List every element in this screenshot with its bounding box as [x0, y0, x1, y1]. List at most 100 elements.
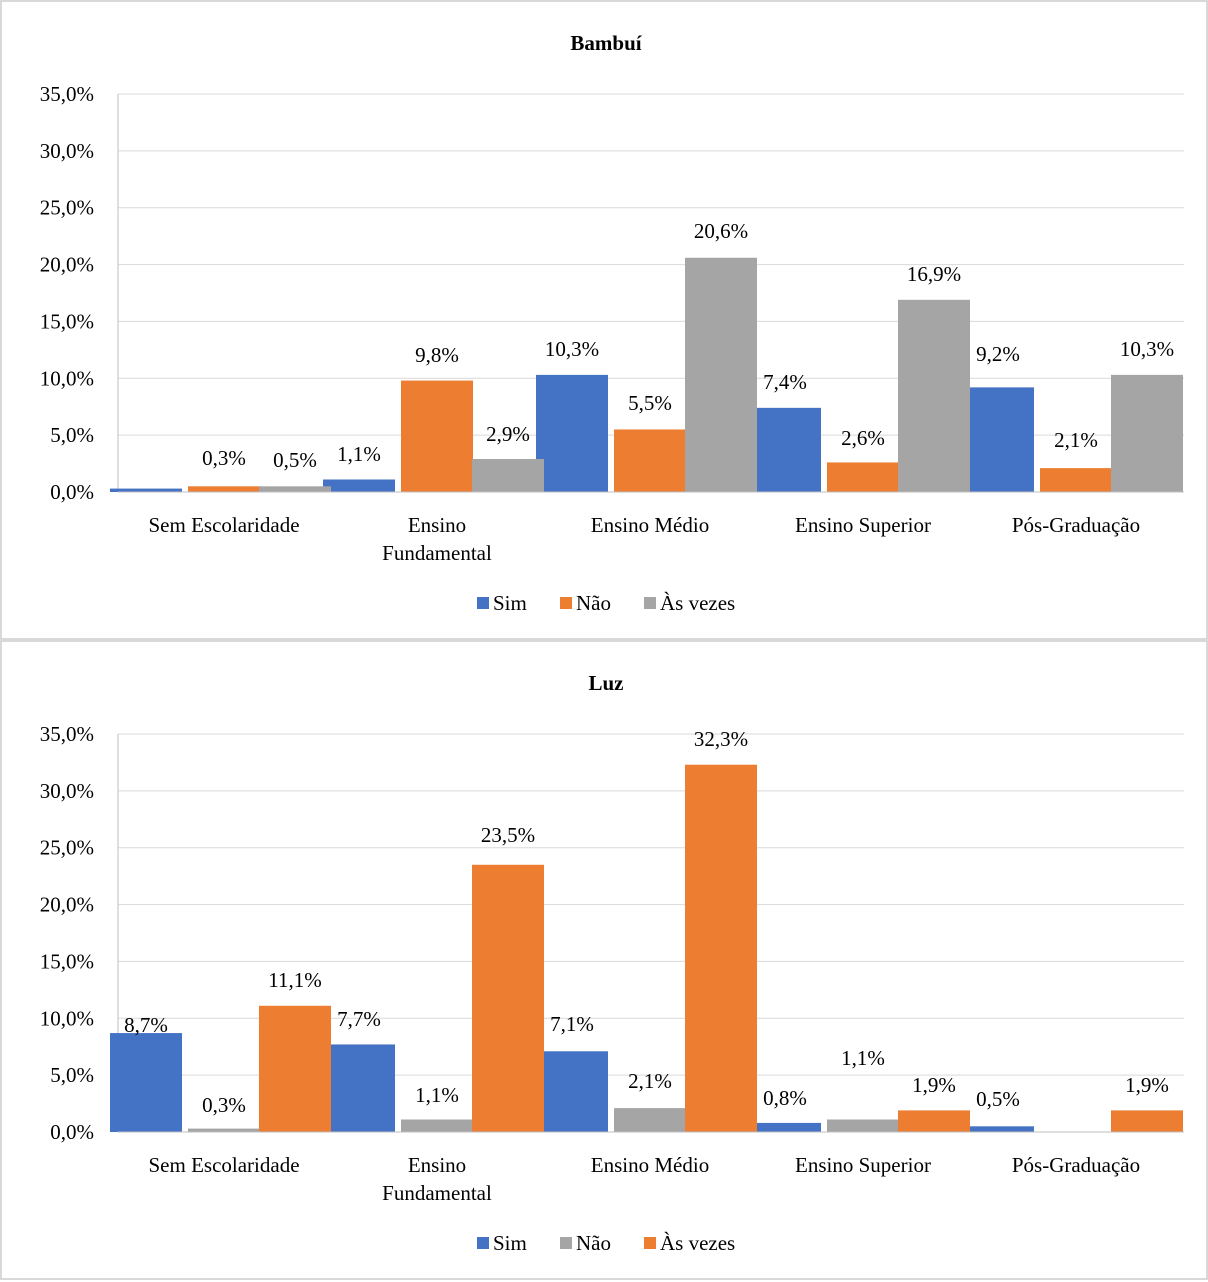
legend-swatch-2 — [644, 1237, 656, 1249]
data-label: 0,5% — [273, 448, 317, 472]
y-tick-label: 30,0% — [40, 139, 94, 163]
data-label: 2,1% — [628, 1069, 672, 1093]
chart-panel-bambui: Bambuí 0,0% 5,0% 10,0% 15,0% 20,0% 25,0% 30,0% 3… — [0, 0, 1208, 640]
x-tick-label: Ensino Superior — [795, 1153, 931, 1177]
data-label: 1,1% — [415, 1083, 459, 1107]
legend-label-0: Sim — [493, 1231, 527, 1255]
bar-bambui-1-4 — [1040, 468, 1112, 492]
chart-title-luz: Luz — [588, 671, 623, 695]
bar-chart-bambui: Bambuí 0,0% 5,0% 10,0% 15,0% 20,0% 25,0% 30,0% 3… — [40, 31, 1184, 615]
bar-luz-2-1 — [472, 864, 544, 1132]
bar-bambui-0-2 — [536, 374, 608, 492]
data-label: 0,3% — [202, 1093, 246, 1117]
bar-luz-1-1 — [401, 1119, 473, 1132]
data-label: 0,8% — [763, 1086, 807, 1110]
y-tick-label: 35,0% — [40, 722, 94, 746]
data-label: 2,1% — [1054, 428, 1098, 452]
data-label: 7,1% — [550, 1012, 594, 1036]
bar-bambui-1-3 — [827, 462, 899, 492]
x-tick-label: Ensino Médio — [591, 513, 709, 537]
bar-luz-0-4 — [962, 1126, 1034, 1132]
bar-luz-1-3 — [827, 1119, 899, 1132]
data-label: 1,1% — [841, 1046, 885, 1070]
y-tick-label: 0,0% — [50, 1120, 94, 1144]
chart-title-bambui: Bambuí — [570, 31, 642, 55]
data-label: 2,9% — [486, 422, 530, 446]
data-label: 2,6% — [841, 426, 885, 450]
data-label: 16,9% — [907, 262, 961, 286]
y-tick-label: 5,0% — [50, 1063, 94, 1087]
legend-label-2: Às vezes — [660, 1231, 735, 1255]
y-tick-label: 10,0% — [40, 366, 94, 390]
x-tick-label: Pós-Graduação — [1012, 1153, 1140, 1177]
x-tick-label: Ensino Médio — [591, 1153, 709, 1177]
bar-bambui-0-4 — [962, 387, 1034, 492]
bar-luz-1-0 — [188, 1128, 260, 1132]
data-label: 32,3% — [694, 727, 748, 751]
legend-swatch-0 — [477, 597, 489, 609]
bar-luz-2-0 — [259, 1005, 331, 1132]
y-tick-label: 25,0% — [40, 836, 94, 860]
data-label: 8,7% — [124, 1013, 168, 1037]
bar-bambui-0-1 — [323, 479, 395, 492]
bar-luz-0-0 — [110, 1033, 182, 1132]
data-label: 1,1% — [337, 442, 381, 466]
bar-bambui-2-1 — [472, 459, 544, 492]
bar-bambui-0-3 — [749, 407, 821, 492]
legend-label-1: Não — [576, 591, 611, 615]
y-tick-label: 25,0% — [40, 196, 94, 220]
data-label: 5,5% — [628, 391, 672, 415]
chart-panel-luz: Luz 0,0% 5,0% 10,0% 15,0% 20,0% 25,0% 30,0% 35,0… — [0, 640, 1208, 1280]
bar-luz-0-3 — [749, 1122, 821, 1132]
x-tick-label: Sem Escolaridade — [148, 513, 299, 537]
y-tick-label: 35,0% — [40, 82, 94, 106]
legend-label-1: Não — [576, 1231, 611, 1255]
data-label: 10,3% — [545, 337, 599, 361]
y-tick-label: 10,0% — [40, 1006, 94, 1030]
data-label: 9,8% — [415, 343, 459, 367]
x-tick-label: Pós-Graduação — [1012, 513, 1140, 537]
y-tick-label: 20,0% — [40, 893, 94, 917]
x-tick-label: Fundamental — [382, 541, 492, 565]
bar-bambui-1-1 — [401, 380, 473, 492]
x-tick-label: Ensino — [408, 513, 466, 537]
data-label: 1,9% — [1125, 1073, 1169, 1097]
data-label: 0,3% — [202, 446, 246, 470]
data-label: 9,2% — [976, 342, 1020, 366]
data-label: 10,3% — [1120, 337, 1174, 361]
legend-swatch-1 — [560, 597, 572, 609]
data-label: 7,7% — [337, 1007, 381, 1031]
bar-bambui-1-2 — [614, 429, 686, 492]
bar-luz-1-2 — [614, 1108, 686, 1132]
bar-luz-0-2 — [536, 1051, 608, 1132]
bar-luz-2-4 — [1111, 1110, 1183, 1132]
bar-bambui-2-4 — [1111, 374, 1183, 492]
bar-bambui-2-3 — [898, 299, 970, 492]
bar-bambui-0-0 — [110, 488, 182, 492]
bar-luz-2-2 — [685, 764, 757, 1132]
bar-bambui-2-0 — [259, 486, 331, 492]
data-label: 20,6% — [694, 219, 748, 243]
y-tick-label: 15,0% — [40, 949, 94, 973]
data-label: 7,4% — [763, 370, 807, 394]
data-label: 11,1% — [268, 968, 321, 992]
y-tick-label: 20,0% — [40, 253, 94, 277]
y-tick-label: 5,0% — [50, 423, 94, 447]
bar-bambui-1-0 — [188, 486, 260, 492]
data-label: 0,5% — [976, 1087, 1020, 1111]
y-tick-label: 0,0% — [50, 480, 94, 504]
x-tick-label: Sem Escolaridade — [148, 1153, 299, 1177]
legend-label-2: Às vezes — [660, 591, 735, 615]
y-tick-label: 30,0% — [40, 779, 94, 803]
bar-luz-0-1 — [323, 1044, 395, 1132]
legend-swatch-0 — [477, 1237, 489, 1249]
legend-swatch-2 — [644, 597, 656, 609]
x-tick-label: Ensino Superior — [795, 513, 931, 537]
data-label: 23,5% — [481, 823, 535, 847]
legend-label-0: Sim — [493, 591, 527, 615]
legend-swatch-1 — [560, 1237, 572, 1249]
x-tick-label: Ensino — [408, 1153, 466, 1177]
data-label: 1,9% — [912, 1073, 956, 1097]
bar-bambui-2-2 — [685, 257, 757, 492]
y-tick-label: 15,0% — [40, 309, 94, 333]
